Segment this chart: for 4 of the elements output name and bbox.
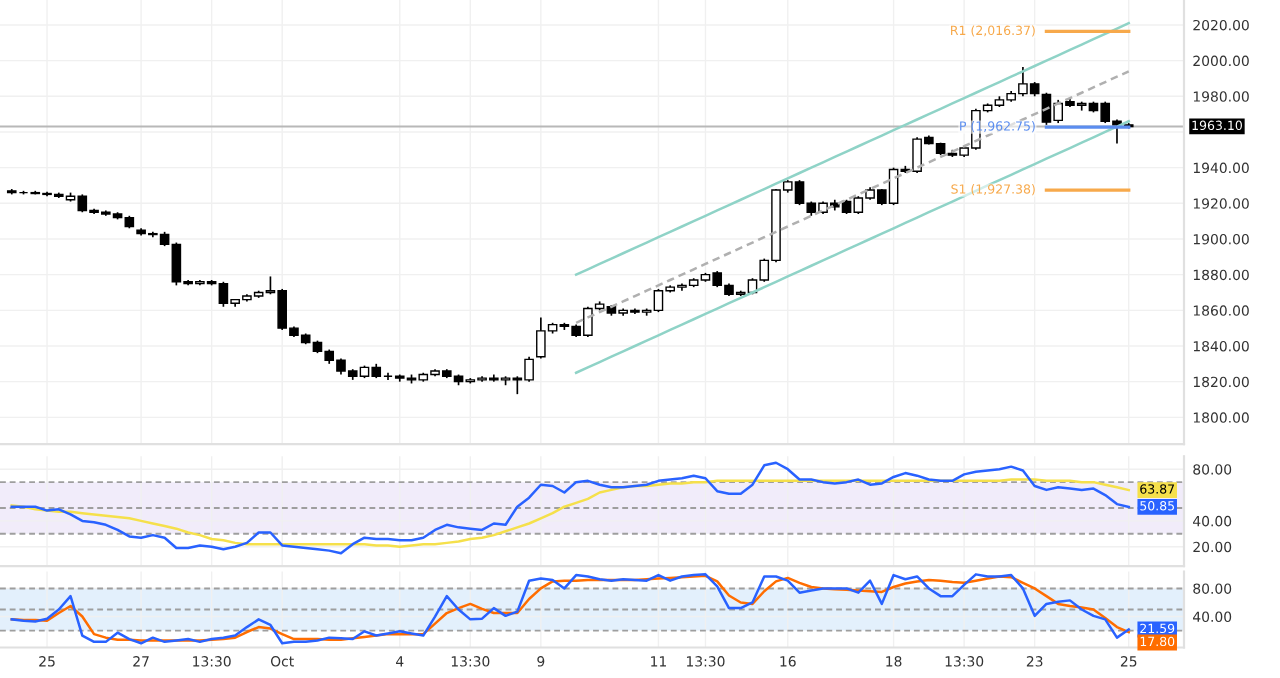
line-series [10,461,1130,555]
line-series [574,120,1130,374]
line-series [10,478,1130,548]
line-series [574,21,1130,276]
